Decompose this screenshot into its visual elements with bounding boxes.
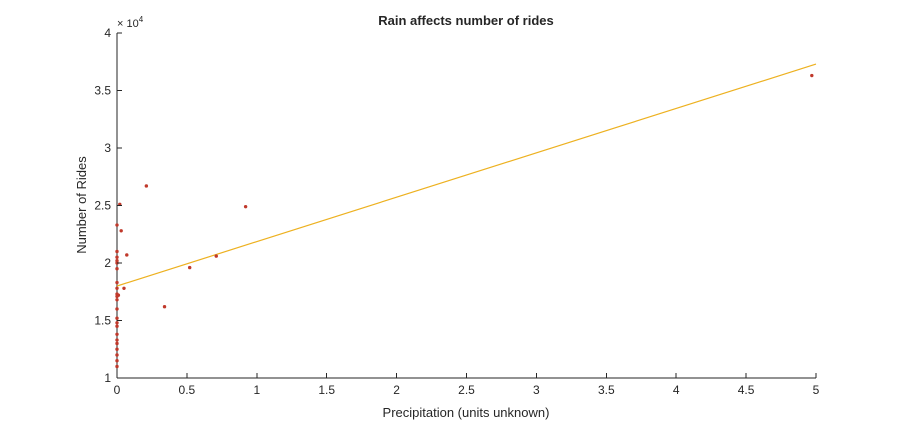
y-tick-label: 2.5 xyxy=(94,199,111,213)
x-axis-label: Precipitation (units unknown) xyxy=(383,405,550,420)
data-point xyxy=(115,341,119,346)
data-point xyxy=(125,253,129,257)
data-point xyxy=(115,298,119,302)
x-tick-label: 4 xyxy=(673,383,680,397)
x-tick-label: 0 xyxy=(114,383,121,397)
x-tick-label: 3.5 xyxy=(598,383,615,397)
x-tick-label: 5 xyxy=(813,383,820,397)
plot-area xyxy=(115,33,817,379)
data-point xyxy=(115,338,119,342)
data-point xyxy=(162,305,167,309)
data-point xyxy=(115,332,119,336)
data-point xyxy=(115,321,119,325)
y-tick-label: 3 xyxy=(104,141,111,155)
x-tick-label: 0.5 xyxy=(179,383,196,397)
data-point xyxy=(115,324,119,328)
data-point xyxy=(115,286,119,290)
y-axis-ticks: 1 1.5 2 2.5 3 3.5 4 xyxy=(94,26,122,385)
y-tick-label: 3.5 xyxy=(94,84,111,98)
data-point xyxy=(187,265,192,270)
x-tick-label: 1 xyxy=(253,383,260,397)
data-point xyxy=(122,286,126,290)
data-point xyxy=(116,293,121,297)
y-tick-label: 1.5 xyxy=(94,314,111,328)
y-axis-label: Number of Rides xyxy=(74,156,89,254)
data-point xyxy=(115,316,119,320)
data-point xyxy=(119,229,123,233)
data-point xyxy=(810,73,814,78)
data-point xyxy=(115,255,119,259)
data-point xyxy=(115,249,119,254)
data-point xyxy=(115,353,119,357)
y-tick-label: 2 xyxy=(104,256,111,270)
data-point xyxy=(115,259,119,263)
y-tick-label: 4 xyxy=(104,26,111,40)
data-point xyxy=(115,359,119,363)
data-point xyxy=(115,267,119,271)
data-point xyxy=(214,254,218,258)
data-point xyxy=(243,204,248,209)
x-axis-ticks: 0 0.5 1 1.5 2 2.5 3 3.5 4 4.5 5 xyxy=(114,373,820,397)
data-point xyxy=(115,223,119,227)
data-point xyxy=(115,280,119,285)
y-axis-multiplier-base: × 10 xyxy=(117,18,139,30)
y-axis-multiplier-exponent: 4 xyxy=(139,15,144,24)
y-axis-multiplier: × 104 xyxy=(117,15,144,30)
trend-line xyxy=(116,63,817,287)
data-point xyxy=(144,184,149,188)
x-tick-label: 1.5 xyxy=(318,383,335,397)
x-tick-label: 3 xyxy=(533,383,540,397)
x-tick-label: 2.5 xyxy=(458,383,475,397)
data-point xyxy=(115,307,119,311)
y-tick-label: 1 xyxy=(104,371,111,385)
x-tick-label: 2 xyxy=(393,383,400,397)
data-point xyxy=(115,364,119,369)
data-point xyxy=(115,347,119,351)
x-tick-label: 4.5 xyxy=(738,383,755,397)
chart-title: Rain affects number of rides xyxy=(378,13,554,28)
